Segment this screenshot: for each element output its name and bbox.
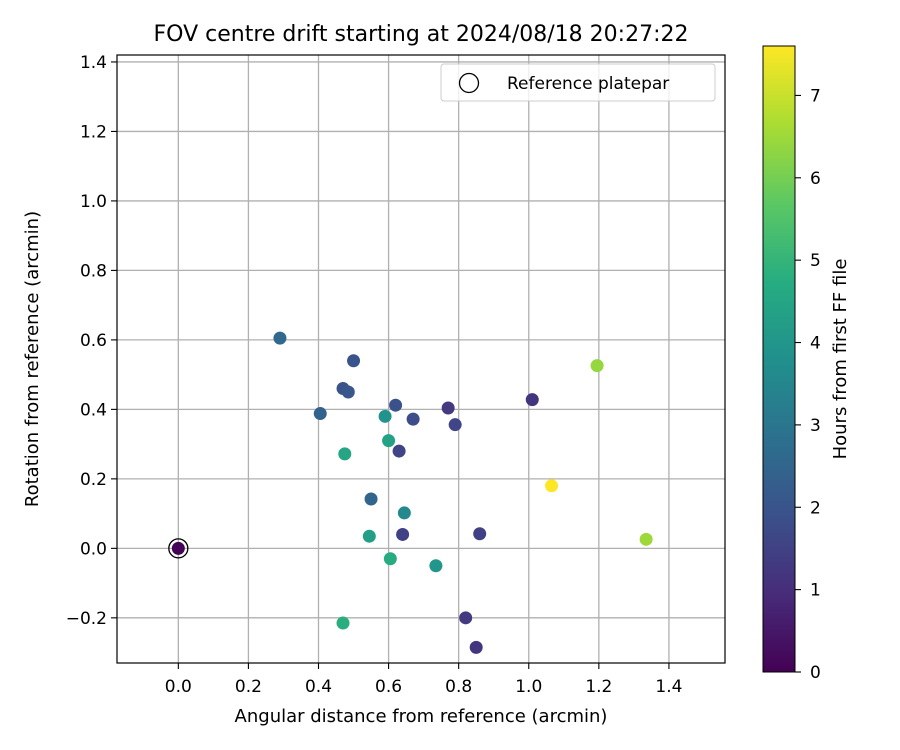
y-axis-ticks: −0.2 0.0 0.2 0.4 0.6 0.8 1.0 1.2 1.4 [66, 53, 117, 629]
scatter-point [338, 447, 352, 461]
scatter-point [347, 354, 361, 368]
colorbar-tick-label: 5 [810, 251, 821, 271]
scatter-point [459, 611, 473, 625]
legend: Reference platepar [440, 63, 716, 102]
scatter-point [429, 559, 443, 573]
y-tick-label: 0.2 [80, 470, 107, 490]
scatter-point [273, 331, 287, 345]
x-tick-label: 1.0 [515, 677, 542, 697]
scatter-point [383, 552, 397, 566]
colorbar-tick-label: 7 [810, 86, 821, 106]
colorbar-tick-label: 4 [810, 334, 821, 354]
x-tick-label: 1.2 [585, 677, 612, 697]
y-tick-label: 1.4 [80, 53, 107, 73]
legend-box [440, 63, 716, 102]
colorbar-ticks: 0 1 2 3 4 5 6 7 [795, 86, 821, 683]
legend-label-reference: Reference platepar [507, 74, 669, 94]
x-tick-label: 0.2 [235, 677, 262, 697]
x-tick-label: 0.6 [375, 677, 402, 697]
scatter-point [397, 506, 411, 520]
scatter-point [396, 527, 410, 541]
colorbar: 0 1 2 3 4 5 6 7 Hours from first FF file [762, 45, 851, 683]
scatter-point [313, 407, 327, 421]
scatter-point [545, 479, 559, 493]
reference-platepar-marker [168, 538, 189, 559]
colorbar-tick-label: 3 [810, 416, 821, 436]
y-tick-label: 0.0 [80, 539, 107, 559]
plot-frame [116, 54, 726, 664]
x-tick-label: 0.0 [165, 677, 192, 697]
scatter-point [389, 398, 403, 412]
colorbar-tick-label: 6 [810, 169, 821, 189]
y-tick-label: 1.2 [80, 122, 107, 142]
chart-title: FOV centre drift starting at 2024/08/18 … [154, 22, 689, 47]
y-tick-label: −0.2 [66, 609, 107, 629]
scatter-point [364, 492, 378, 506]
grid-lines [117, 55, 725, 663]
scatter-point [378, 409, 392, 423]
scatter-point [392, 444, 406, 458]
x-axis-ticks: 0.0 0.2 0.4 0.6 0.8 1.0 1.2 1.4 [165, 663, 682, 697]
legend-marker-reference [458, 72, 480, 94]
x-axis-label: Angular distance from reference (arcmin) [235, 706, 608, 727]
scatter-point [171, 541, 185, 555]
data-points [168, 331, 653, 654]
scatter-point [336, 616, 350, 630]
scatter-point [406, 412, 420, 426]
scatter-point [441, 401, 455, 415]
scatter-point [590, 359, 604, 373]
x-tick-label: 0.8 [445, 677, 472, 697]
colorbar-tick-label: 1 [810, 581, 821, 601]
scatter-point [473, 527, 487, 541]
y-axis-label: Rotation from reference (arcmin) [22, 211, 43, 507]
scatter-point [639, 532, 653, 546]
scatter-point [525, 393, 539, 407]
y-tick-label: 0.4 [80, 400, 107, 420]
colorbar-gradient [762, 45, 796, 673]
scatter-point [362, 529, 376, 543]
colorbar-tick-label: 2 [810, 498, 821, 518]
y-tick-label: 0.6 [80, 331, 107, 351]
y-tick-label: 0.8 [80, 261, 107, 281]
colorbar-label: Hours from first FF file [830, 259, 851, 460]
scatter-point [469, 640, 483, 654]
scatter-point [382, 434, 396, 448]
scatter-point [341, 385, 355, 399]
x-tick-label: 1.4 [655, 677, 682, 697]
scatter-point [448, 418, 462, 432]
colorbar-tick-label: 0 [810, 663, 821, 683]
y-tick-label: 1.0 [80, 192, 107, 212]
x-tick-label: 0.4 [305, 677, 332, 697]
